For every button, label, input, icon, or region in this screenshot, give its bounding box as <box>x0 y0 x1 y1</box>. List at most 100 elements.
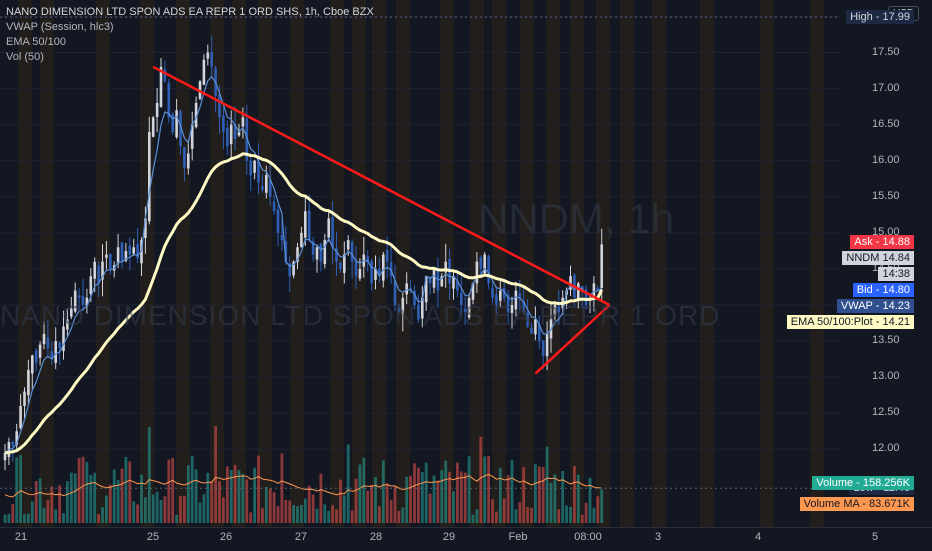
candle-body <box>541 340 545 356</box>
extended-hours-bands <box>18 0 824 527</box>
volume-bar <box>557 509 561 523</box>
candle-body <box>323 240 327 265</box>
volume-bar <box>128 461 132 523</box>
indicator-volume[interactable]: Vol (50) <box>6 51 44 63</box>
candle-body <box>304 211 307 238</box>
indicator-vwap[interactable]: VWAP (Session, hlc3) <box>6 21 114 33</box>
volume-bar <box>140 474 143 523</box>
volume-bar <box>506 475 510 523</box>
extended-hours-band <box>232 0 246 527</box>
candle-body <box>77 295 81 298</box>
volume-bar <box>537 466 541 523</box>
time-axis[interactable] <box>0 527 932 551</box>
candle-body <box>296 247 299 262</box>
candle-body <box>280 234 284 241</box>
volume-bar <box>573 466 576 523</box>
volume-bar <box>335 509 338 523</box>
volume-bar <box>253 467 256 523</box>
volume-bar <box>370 484 373 523</box>
volume-bar <box>588 477 592 523</box>
candle-body <box>370 260 373 284</box>
volume-bars <box>3 426 604 523</box>
volume-bar <box>245 479 249 523</box>
ema-line <box>4 152 604 455</box>
trendline <box>152 65 611 307</box>
ticker-watermark: NNDM, 1h <box>478 195 675 242</box>
candle-body <box>463 308 467 313</box>
volume-bar <box>378 506 381 523</box>
extended-hours-band <box>546 0 560 527</box>
volume-bar <box>241 473 245 523</box>
volume-bar <box>257 455 260 523</box>
candle-body <box>187 153 190 169</box>
volume-bar <box>514 509 518 523</box>
volume-bar <box>576 474 580 523</box>
volume-bar <box>456 462 459 523</box>
volume-bar <box>565 505 568 523</box>
candle-body <box>148 131 151 222</box>
candle-body <box>272 201 276 212</box>
volume-bar <box>413 463 416 523</box>
candle-body <box>241 117 245 127</box>
volume-bar <box>545 446 549 523</box>
candle-body <box>268 180 272 197</box>
volume-bar <box>206 472 210 523</box>
volume-bar <box>58 485 61 523</box>
candle-body <box>155 103 159 118</box>
volume-bar <box>510 459 514 523</box>
volume-bar <box>27 513 30 523</box>
indicator-ema[interactable]: EMA 50/100 <box>6 36 66 48</box>
candle-body <box>499 290 502 301</box>
volume-bar <box>151 494 155 523</box>
volume-bar <box>580 514 584 523</box>
volume-bar <box>136 504 139 523</box>
candle-body <box>73 290 77 312</box>
volume-bar <box>272 492 276 523</box>
candle-body <box>557 306 561 313</box>
price-tag-bid: Bid - 14.80 <box>852 282 914 297</box>
candle-body <box>440 276 444 287</box>
candle-body <box>417 304 420 320</box>
candle-body <box>343 254 346 273</box>
candle-body <box>413 290 416 305</box>
volume-bar <box>144 497 147 523</box>
candle-body <box>432 268 436 288</box>
volume-bar <box>459 471 463 523</box>
candle-body <box>374 268 377 280</box>
volume-bar <box>311 494 315 523</box>
time-tick: Feb <box>508 531 528 543</box>
grid-lines <box>0 15 840 450</box>
candle-body <box>522 301 525 313</box>
price-tick: 17.50 <box>872 45 900 58</box>
volume-bar <box>292 505 295 523</box>
volume-bar <box>101 507 104 523</box>
candle-body <box>327 218 330 238</box>
candle-body <box>307 210 311 241</box>
volume-bar <box>85 462 89 523</box>
chart-legend: NANO DIMENSION LTD SPON ADS EA REPR 1 OR… <box>6 5 374 65</box>
candle-body <box>292 261 295 276</box>
candle-body <box>378 268 381 277</box>
candle-body <box>23 391 26 407</box>
candle-body <box>124 250 128 261</box>
volume-bar <box>296 506 299 523</box>
candle-body <box>11 442 15 446</box>
volume-bar <box>30 501 34 523</box>
trendline <box>534 304 611 375</box>
price-tag-vwap: VWAP - 14.23 <box>836 298 914 313</box>
time-tick: 08:00 <box>574 531 602 543</box>
candle-body <box>206 52 210 59</box>
extended-hours-band <box>258 0 272 527</box>
trendlines <box>152 65 611 375</box>
price-tick: 15.50 <box>872 189 900 202</box>
candle-body <box>151 117 155 137</box>
candle-body <box>276 209 280 233</box>
extended-hours-band <box>396 0 410 527</box>
symbol-title[interactable]: NANO DIMENSION LTD SPON ADS EA REPR 1 OR… <box>6 6 374 18</box>
candle-body <box>167 82 171 118</box>
candle-body <box>319 243 323 262</box>
extended-hours-band <box>620 0 634 527</box>
time-tick: 29 <box>442 531 456 543</box>
price-tick: 12.00 <box>872 442 900 455</box>
